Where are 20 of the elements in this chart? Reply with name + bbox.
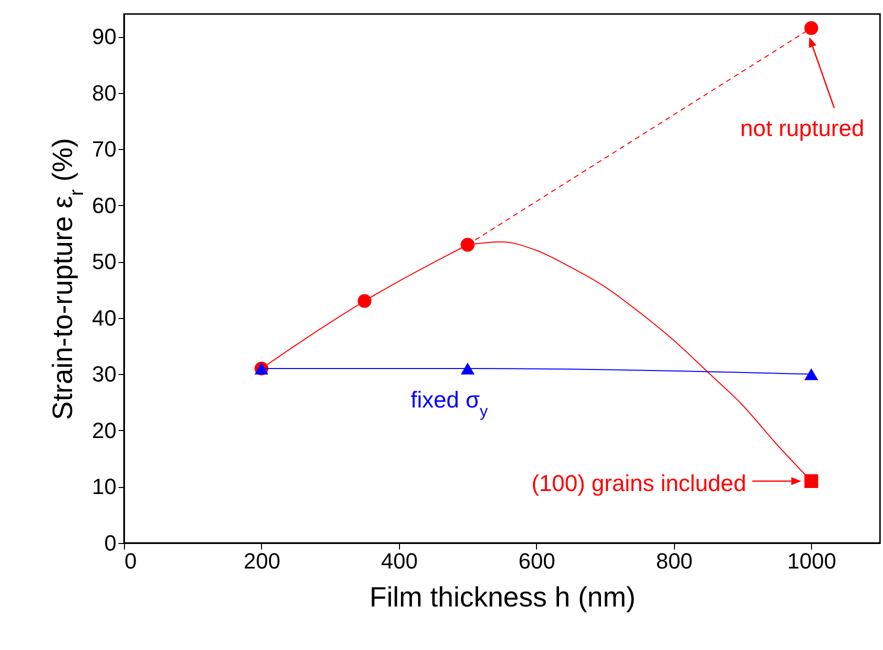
x-tick-label: 800 bbox=[656, 548, 693, 574]
y-tick-label: 20 bbox=[92, 418, 116, 443]
y-tick-label: 40 bbox=[92, 305, 116, 330]
y-tick-label: 0 bbox=[104, 530, 116, 556]
y-tick-label: 90 bbox=[92, 24, 116, 50]
annotation: not ruptured bbox=[740, 115, 864, 142]
y-tick-label: 70 bbox=[92, 136, 116, 162]
annotation: (100) grains included bbox=[531, 470, 746, 496]
x-tick-label: 400 bbox=[381, 548, 418, 574]
y-tick-label: 50 bbox=[92, 249, 116, 274]
annotation: fixed σ$_{y}$ bbox=[410, 386, 489, 421]
y-tick-label: 80 bbox=[92, 80, 116, 106]
x-axis-title: Film thickness h (nm) bbox=[369, 582, 636, 612]
x-tick-label: 1000 bbox=[787, 548, 836, 574]
y-tick-label: 60 bbox=[92, 192, 116, 218]
y-tick-label: 30 bbox=[92, 362, 116, 387]
y-tick-label: 10 bbox=[92, 474, 116, 500]
x-tick-label: 200 bbox=[244, 548, 280, 574]
x-tick-label: 600 bbox=[518, 548, 556, 574]
x-tick-label: 0 bbox=[124, 548, 137, 574]
